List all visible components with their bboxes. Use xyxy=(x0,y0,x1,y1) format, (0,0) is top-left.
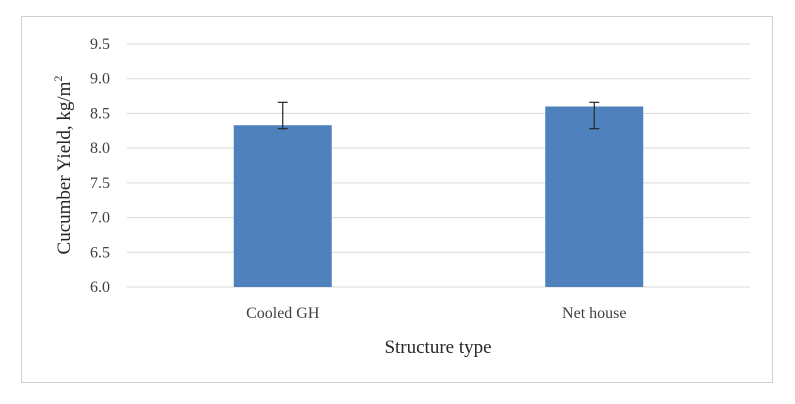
x-axis-ticks: Cooled GH Net house xyxy=(246,305,626,322)
error-bar xyxy=(589,101,600,130)
x-tick-label: Cooled GH xyxy=(246,305,320,322)
y-tick-label: 9.5 xyxy=(90,36,110,53)
y-axis-title-main: Cucumber Yield, kg/m xyxy=(54,81,75,254)
bar-net-house xyxy=(545,106,644,287)
y-tick-label: 8.5 xyxy=(90,105,110,122)
y-tick-label: 9.0 xyxy=(90,71,110,88)
y-axis-title-superscript: 2 xyxy=(51,76,65,82)
y-axis-ticks: 6.0 6.5 7.0 7.5 8.0 8.5 9.0 9.5 xyxy=(90,36,110,296)
error-bar xyxy=(277,101,288,130)
y-tick-label: 8.0 xyxy=(90,140,110,157)
y-axis-title: Cucumber Yield, kg/m2 xyxy=(51,76,75,255)
bar-cooled-gh xyxy=(233,125,332,287)
y-tick-label: 7.0 xyxy=(90,210,110,227)
chart-frame xyxy=(21,16,773,383)
y-tick-label: 6.5 xyxy=(90,244,110,261)
x-axis-title: Structure type xyxy=(384,337,491,358)
y-tick-label: 7.5 xyxy=(90,175,110,192)
y-tick-label: 6.0 xyxy=(90,279,110,296)
bars xyxy=(233,106,644,287)
x-tick-label: Net house xyxy=(562,305,626,322)
error-bars xyxy=(277,101,600,130)
gridlines xyxy=(127,43,750,288)
